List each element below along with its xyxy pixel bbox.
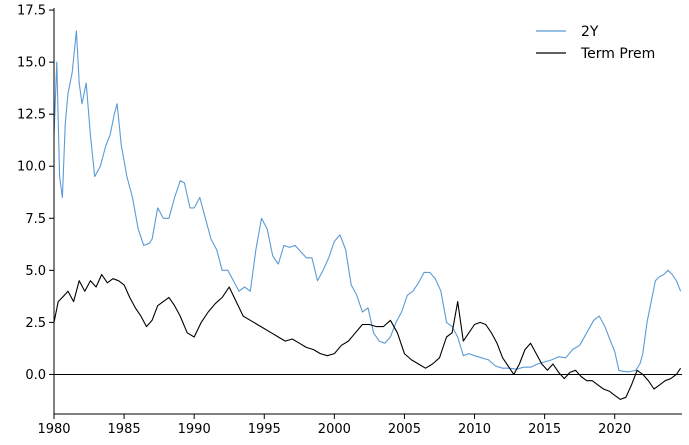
- x-tick-label: 1990: [178, 422, 211, 437]
- x-tick-label: 2005: [388, 422, 421, 437]
- y-tick-label: 7.5: [25, 212, 46, 227]
- legend-label-0: 2Y: [581, 24, 599, 40]
- y-tick-label: 12.5: [17, 108, 46, 123]
- series-line-1: [53, 273, 682, 400]
- y-tick-label: 10.0: [17, 160, 46, 175]
- series-line-0: [53, 30, 682, 373]
- x-tick-label: 1985: [108, 422, 141, 437]
- x-tick-label: 1980: [37, 422, 70, 437]
- legend: 2Y Term Prem: [536, 24, 655, 62]
- y-tick-label: 15.0: [17, 56, 46, 71]
- x-tick-label: 2010: [458, 422, 491, 437]
- y-tick-label: 17.5: [17, 4, 46, 19]
- legend-label-1: Term Prem: [580, 46, 655, 62]
- x-tick-label: 1995: [248, 422, 281, 437]
- x-tick-label: 2020: [598, 422, 631, 437]
- x-tick-label: 2000: [318, 422, 351, 437]
- x-tick-label: 2015: [528, 422, 561, 437]
- y-tick-label: 0.0: [25, 368, 46, 383]
- y-tick-label: 5.0: [25, 264, 46, 279]
- axes: 0.0 2.5 5.0 7.5 10.0 12.5 15.0 17.5 1980 1985 1990…: [17, 4, 682, 437]
- y-tick-label: 2.5: [25, 316, 46, 331]
- plot-area: [53, 30, 682, 400]
